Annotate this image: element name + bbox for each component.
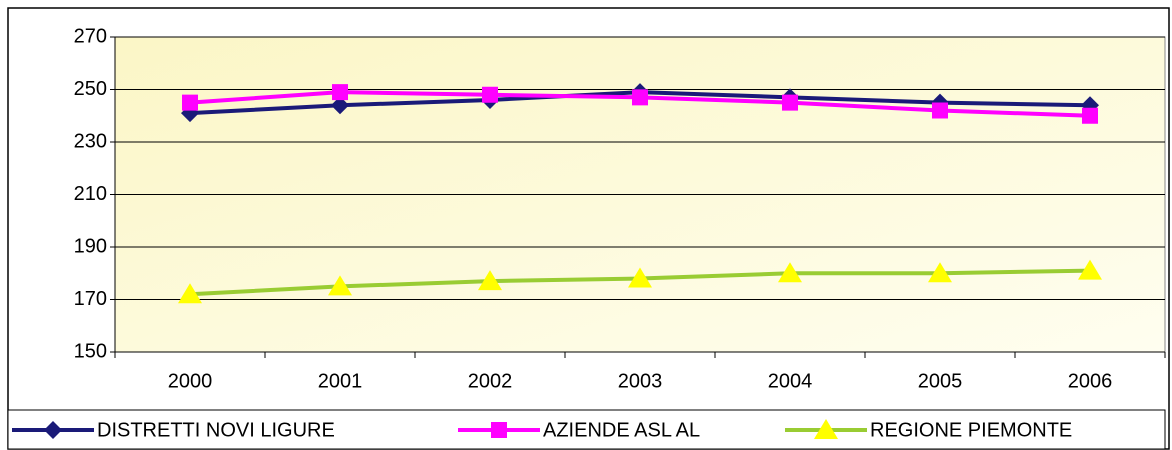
data-point <box>932 102 948 119</box>
y-tick-label: 170 <box>74 288 107 310</box>
y-tick-label: 190 <box>74 235 107 257</box>
legend-marker <box>814 419 838 439</box>
data-point <box>1078 259 1102 280</box>
y-tick-label: 150 <box>74 340 107 362</box>
data-point <box>331 96 349 115</box>
data-point <box>478 270 502 291</box>
data-point <box>782 94 798 111</box>
x-tick-label: 2005 <box>918 370 963 392</box>
data-point <box>328 275 352 296</box>
data-point <box>182 94 198 111</box>
legend-marker <box>44 421 62 439</box>
x-tick-label: 2002 <box>468 370 513 392</box>
y-tick-label: 270 <box>74 25 107 47</box>
legend-label: REGIONE PIEMONTE <box>870 419 1072 441</box>
data-point <box>632 89 648 106</box>
legend-label: AZIENDE ASL AL <box>543 419 700 441</box>
data-point <box>482 86 498 103</box>
x-tick-label: 2001 <box>318 370 363 392</box>
legend-box <box>7 409 1166 450</box>
data-point <box>332 84 348 101</box>
data-point <box>1082 107 1098 124</box>
data-point <box>628 267 652 288</box>
legend-label: DISTRETTI NOVI LIGURE <box>97 419 335 441</box>
x-tick-label: 2004 <box>768 370 813 392</box>
y-tick-label: 230 <box>74 130 107 152</box>
data-point <box>778 262 802 283</box>
data-point <box>178 283 202 304</box>
data-point <box>928 262 952 283</box>
x-tick-label: 2003 <box>618 370 663 392</box>
x-tick-label: 2006 <box>1068 370 1113 392</box>
legend-marker <box>491 422 507 438</box>
y-tick-label: 210 <box>74 183 107 205</box>
y-tick-label: 250 <box>74 78 107 100</box>
x-tick-label: 2000 <box>168 370 213 392</box>
